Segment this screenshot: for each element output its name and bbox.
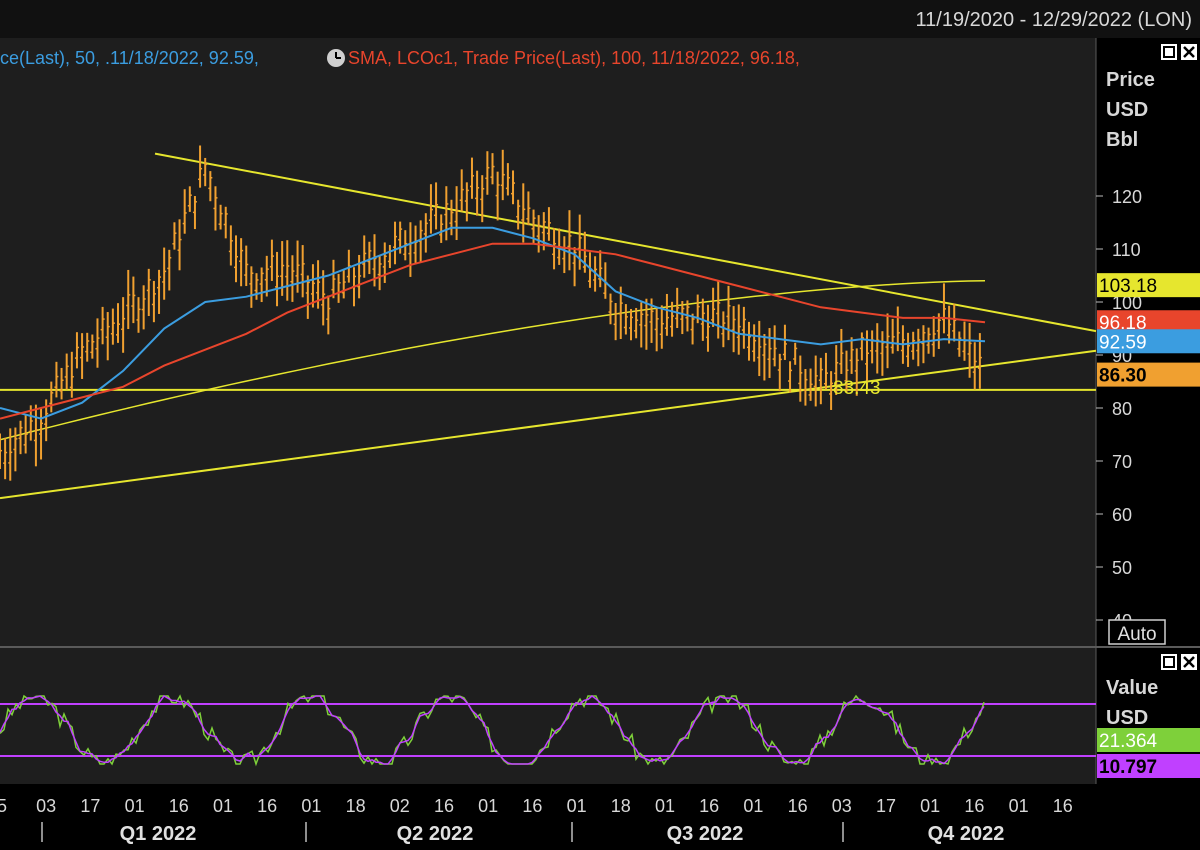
quarter-label: Q4 2022 [928, 823, 1005, 845]
maximize-icon[interactable] [1161, 654, 1177, 670]
x-tick-label: 01 [743, 796, 763, 816]
price-bars [0, 145, 982, 481]
price-tick-label: 110 [1112, 240, 1141, 260]
close-icon[interactable] [1181, 44, 1197, 60]
oscillator-badge [1097, 728, 1200, 752]
x-tick-label: 01 [567, 796, 587, 816]
x-tick-label: 16 [1053, 796, 1073, 816]
auto-label: Auto [1117, 624, 1156, 645]
x-tick-label: 16 [257, 796, 277, 816]
price-barrel-label: Bbl [1106, 129, 1138, 151]
x-tick-label: 18 [346, 796, 366, 816]
price-badge-label: 92.59 [1099, 332, 1147, 353]
x-tick-label: 16 [964, 796, 984, 816]
x-tick-label: 01 [301, 796, 321, 816]
price-tick-label: 70 [1112, 452, 1132, 472]
price-badge-label: 103.18 [1099, 276, 1157, 297]
x-tick-label: 16 [699, 796, 719, 816]
price-series-layer [0, 145, 1097, 500]
price-currency-label: USD [1106, 99, 1148, 121]
price-plot-area [0, 38, 1096, 646]
price-badge-label: 86.30 [1099, 366, 1147, 387]
x-tick-label: 16 [522, 796, 542, 816]
sma-line-sma50 [0, 226, 986, 420]
x-tick-label: 02 [390, 796, 410, 816]
x-tick-label: 01 [1009, 796, 1029, 816]
oscillator-series-layer: 21.364 10.797 [0, 694, 1200, 778]
legend-sma100: SMA, LCOc1, Trade Price(Last), 100, 11/1… [348, 48, 800, 68]
x-tick-label: 17 [876, 796, 896, 816]
clock-icon[interactable] [327, 49, 345, 67]
upper-trendline [154, 152, 1097, 333]
quarter-label: Q1 2022 [120, 823, 197, 845]
x-tick-label: 01 [920, 796, 940, 816]
sma-line-sma100 [0, 242, 986, 420]
x-tick-label: 16 [788, 796, 808, 816]
price-tick-label: 80 [1112, 399, 1132, 419]
lower-trendline [0, 349, 1097, 500]
price-unit-label: Price [1106, 69, 1155, 91]
x-tick-label: 17 [80, 796, 100, 816]
x-tick-label: 18 [611, 796, 631, 816]
close-icon[interactable] [1181, 654, 1197, 670]
title-bar [0, 0, 1200, 38]
quarter-label: Q2 2022 [397, 823, 474, 845]
maximize-icon[interactable] [1161, 44, 1177, 60]
x-tick-label: 01 [478, 796, 498, 816]
oscillator-badge-label: 21.364 [1099, 731, 1158, 752]
x-axis-ticks: 5 03 17 01 16 01 16 01 18 02 16 01 16 01 18 01 16 01 16 03 1… [0, 796, 1073, 816]
long-moving-average-line [0, 280, 986, 441]
price-tick-label: 100 [1112, 293, 1142, 313]
x-tick-label: 5 [0, 796, 7, 816]
oscillator-currency-label: USD [1106, 707, 1148, 729]
price-badge-label: 96.18 [1099, 313, 1147, 334]
legend-sma50: ce(Last), 50, .11/18/2022, 92.59, [0, 48, 259, 68]
x-axis-area [0, 786, 1200, 850]
x-tick-label: 16 [169, 796, 189, 816]
date-range-label: 11/19/2020 - 12/29/2022 (LON) [916, 9, 1192, 31]
x-tick-label: 01 [655, 796, 675, 816]
oscillator-plot-area [0, 648, 1096, 784]
oscillator-badge [1097, 754, 1200, 778]
price-tick-label: 60 [1112, 505, 1132, 525]
price-tick-label: 50 [1112, 558, 1132, 578]
x-tick-label: 16 [434, 796, 454, 816]
oscillator-d-line [0, 695, 985, 765]
x-tick-label: 03 [832, 796, 852, 816]
oscillator-badge-label: 10.797 [1099, 757, 1157, 778]
auto-scale-button[interactable]: Auto [1108, 619, 1166, 645]
quarter-labels: Q1 2022 Q2 2022 Q3 2022 Q4 2022 [41, 822, 1005, 845]
x-tick-label: 03 [36, 796, 56, 816]
price-badge [1097, 329, 1200, 354]
price-badge [1097, 273, 1200, 298]
x-tick-label: 01 [125, 796, 145, 816]
price-tick-label: 120 [1112, 187, 1142, 207]
quarter-label: Q3 2022 [667, 823, 744, 845]
oscillator-unit-label: Value [1106, 677, 1158, 699]
price-badge [1097, 362, 1200, 387]
support-low-annotation: 83.43 [833, 378, 881, 399]
x-tick-label: 01 [213, 796, 233, 816]
